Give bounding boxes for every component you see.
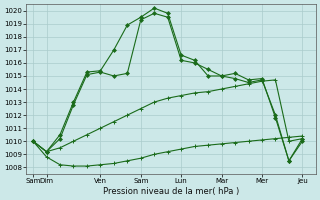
X-axis label: Pression niveau de la mer( hPa ): Pression niveau de la mer( hPa ) bbox=[103, 187, 239, 196]
